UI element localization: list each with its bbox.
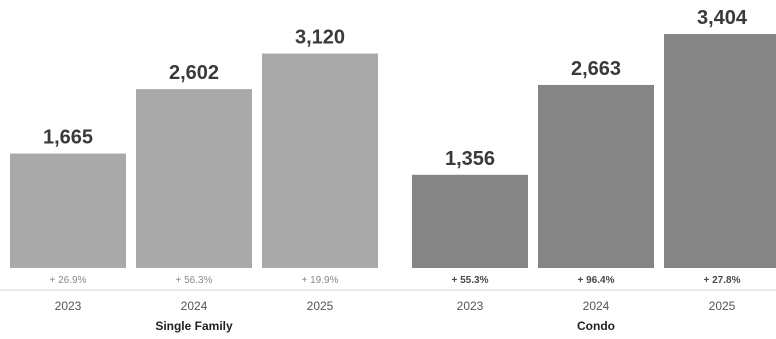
bar-value-label: 3,120 (295, 27, 345, 49)
bars-layer (10, 34, 776, 268)
bar-value-label: 1,356 (445, 148, 495, 170)
labels-layer: 1,665 + 26.9% 2023 2,602 + 56.3% 2024 3,120 + 1… (43, 7, 748, 333)
bar-value-label: 3,404 (697, 7, 748, 29)
bar-value-label: 2,602 (169, 62, 219, 84)
bar-value-label: 2,663 (571, 58, 621, 80)
bar-condo-2023 (412, 174, 528, 268)
change-percent-label: + 19.9% (302, 275, 339, 286)
change-percent-label: + 96.4% (578, 275, 615, 286)
bar-single-family-2025 (262, 53, 378, 268)
bar-condo-2025 (664, 34, 776, 268)
group-label: Single Family (155, 319, 233, 333)
group-label: Condo (577, 319, 615, 333)
x-tick-label: 2024 (181, 299, 208, 313)
change-percent-label: + 56.3% (176, 275, 213, 286)
bar-value-label: 1,665 (43, 127, 93, 149)
bar-condo-2024 (538, 84, 654, 268)
x-tick-label: 2025 (709, 299, 736, 313)
x-tick-label: 2025 (307, 299, 334, 313)
change-percent-label: + 27.8% (704, 275, 741, 286)
change-percent-label: + 26.9% (50, 275, 87, 286)
x-tick-label: 2023 (457, 299, 484, 313)
bar-single-family-2023 (10, 153, 126, 268)
change-percent-label: + 55.3% (452, 275, 489, 286)
x-tick-label: 2023 (55, 299, 82, 313)
x-tick-label: 2024 (583, 299, 610, 313)
bar-single-family-2024 (136, 89, 252, 268)
